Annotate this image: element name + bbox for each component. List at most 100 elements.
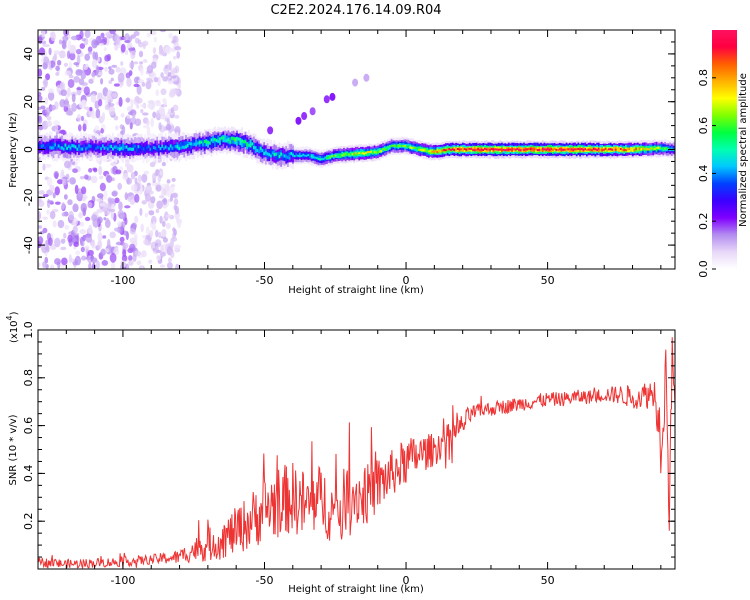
noise-cell — [84, 53, 91, 61]
noise-cell — [129, 122, 133, 130]
ridge-cell — [251, 142, 254, 146]
ridge-cell — [264, 151, 267, 155]
noise-cell — [107, 197, 112, 203]
noise-cell — [90, 93, 97, 103]
noise-cell — [61, 39, 67, 49]
noise-cell — [80, 71, 87, 80]
noise-cell — [159, 251, 166, 257]
ridge-cell — [129, 147, 131, 151]
ridge-cell — [232, 137, 235, 141]
noise-cell — [170, 107, 174, 114]
ridge-cell — [229, 140, 232, 144]
ridge-cell — [212, 138, 215, 142]
ridge-cell — [387, 146, 390, 149]
noise-cell — [47, 200, 54, 204]
ridge-cell — [460, 148, 463, 151]
ridge-cell — [366, 151, 369, 154]
ridge-cell — [314, 156, 316, 159]
ridge-cell — [290, 151, 293, 156]
ridge-cell — [368, 150, 371, 156]
ridge-cell — [356, 153, 359, 156]
noise-cell — [90, 175, 98, 184]
ridge-cell — [297, 154, 299, 157]
noise-cell — [45, 107, 51, 116]
ridge-cell — [234, 138, 237, 142]
noise-cell — [176, 220, 182, 229]
ridge-cell — [88, 144, 91, 148]
noise-cell — [155, 229, 159, 238]
ridge-cell — [118, 143, 121, 152]
ridge-cell — [47, 143, 50, 152]
ridge-cell — [378, 148, 381, 153]
noise-cell — [68, 254, 72, 264]
noise-cell — [97, 71, 103, 76]
ridge-cell — [642, 147, 644, 150]
side-blob — [267, 126, 274, 135]
noise-cell — [174, 46, 182, 51]
noise-cell — [88, 51, 93, 55]
ridge-cell — [110, 144, 113, 149]
noise-cell — [79, 30, 84, 39]
ridge-cell — [616, 148, 619, 151]
noise-cell — [48, 47, 52, 56]
ridge-cell — [115, 145, 118, 153]
noise-cell — [141, 173, 148, 183]
noise-cell — [84, 216, 91, 222]
ridge-cell — [553, 147, 556, 150]
noise-cell — [128, 259, 134, 266]
noise-cell — [81, 99, 87, 108]
ridge-cell — [241, 139, 243, 148]
noise-cell — [100, 78, 104, 85]
noise-cell — [43, 78, 48, 88]
ridge-cell — [246, 143, 249, 147]
noise-cell — [110, 77, 114, 82]
ridge-cell — [146, 146, 148, 150]
ridge-cell — [271, 151, 274, 155]
noise-cell — [102, 95, 107, 101]
ridge-cell — [161, 144, 164, 148]
noise-cell — [106, 175, 113, 183]
noise-cell — [126, 115, 131, 119]
noise-cell — [90, 257, 98, 264]
ridge-cell — [545, 148, 548, 151]
ridge-cell — [371, 151, 374, 154]
ridge-cell — [365, 151, 367, 155]
noise-cell — [152, 172, 157, 181]
ridge-cell — [555, 148, 558, 151]
noise-cell — [82, 123, 87, 132]
noise-cell — [91, 59, 98, 68]
ridge-cell — [529, 147, 532, 150]
ridge-cell — [499, 148, 502, 151]
noise-cell — [61, 202, 65, 210]
ridge-cell — [336, 154, 339, 157]
noise-cell — [38, 262, 41, 268]
noise-cell — [96, 92, 103, 102]
ridge-cell — [242, 140, 245, 144]
ridge-cell — [655, 146, 658, 149]
ridge-cell — [263, 151, 266, 156]
noise-cell — [134, 177, 138, 184]
ridge-cell — [395, 145, 398, 148]
ridge-cell — [467, 147, 469, 151]
ridge-cell — [568, 148, 571, 151]
ridge-cell — [64, 143, 67, 151]
ridge-cell — [208, 141, 211, 145]
ridge-cell — [219, 137, 221, 146]
ridge-cell — [202, 142, 204, 146]
noise-cell — [172, 227, 176, 233]
noise-cell — [120, 113, 125, 118]
ridge-cell — [42, 143, 45, 148]
ridge-cell — [349, 152, 352, 155]
ridge-cell — [217, 135, 220, 143]
noise-cell — [139, 61, 143, 65]
noise-cell — [119, 236, 125, 243]
ridge-cell — [633, 146, 636, 152]
noise-cell — [143, 238, 149, 245]
noise-cell — [111, 92, 118, 99]
noise-cell — [113, 83, 120, 87]
ridge-cell — [166, 142, 169, 150]
y-tick-label: -20 — [22, 188, 35, 206]
ridge-cell — [461, 148, 464, 151]
noise-cell — [156, 200, 163, 210]
noise-cell — [130, 34, 136, 39]
